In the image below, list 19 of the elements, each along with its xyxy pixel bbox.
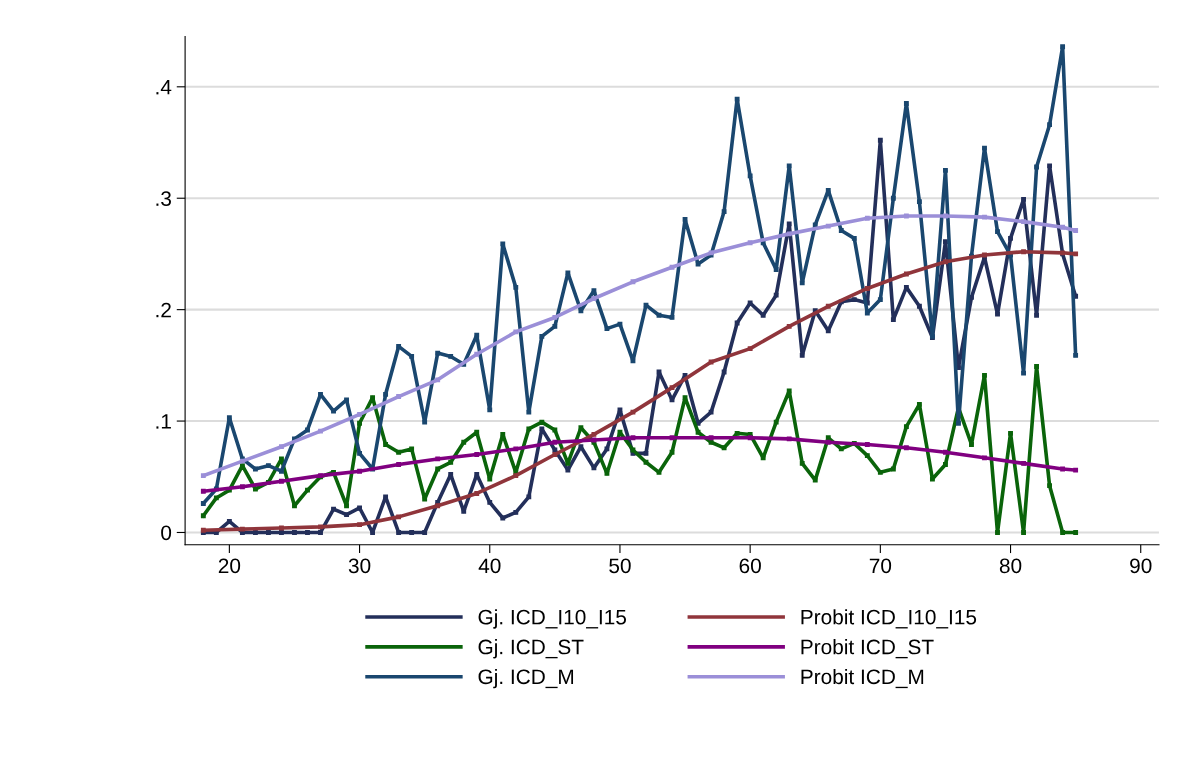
x-tick-label: 30 (348, 558, 371, 574)
x-tick-label: 60 (739, 558, 761, 574)
legend-label: Gj. ICD_I10_I15 (478, 609, 627, 629)
legend-label: Probit ICD_M (801, 668, 924, 689)
legend-label: Probit ICD_I10_I15 (801, 609, 977, 629)
x-tick-label: 50 (609, 558, 631, 574)
y-tick-label: .2 (156, 302, 171, 318)
x-tick-label: 90 (1130, 558, 1152, 574)
y-tick-label: .1 (156, 414, 171, 429)
y-tick-label: .4 (156, 80, 172, 95)
legend-label: Probit ICD_ST (801, 639, 934, 659)
legend-label: Gj. ICD_ST (478, 639, 584, 659)
legend-label: Gj. ICD_M (478, 668, 574, 689)
y-tick-label: 0 (161, 525, 172, 541)
y-tick-label: .3 (156, 191, 171, 206)
x-tick-label: 70 (869, 558, 892, 574)
x-tick-label: 40 (478, 558, 501, 574)
x-tick-label: 20 (218, 558, 241, 574)
x-tick-label: 80 (999, 558, 1022, 574)
